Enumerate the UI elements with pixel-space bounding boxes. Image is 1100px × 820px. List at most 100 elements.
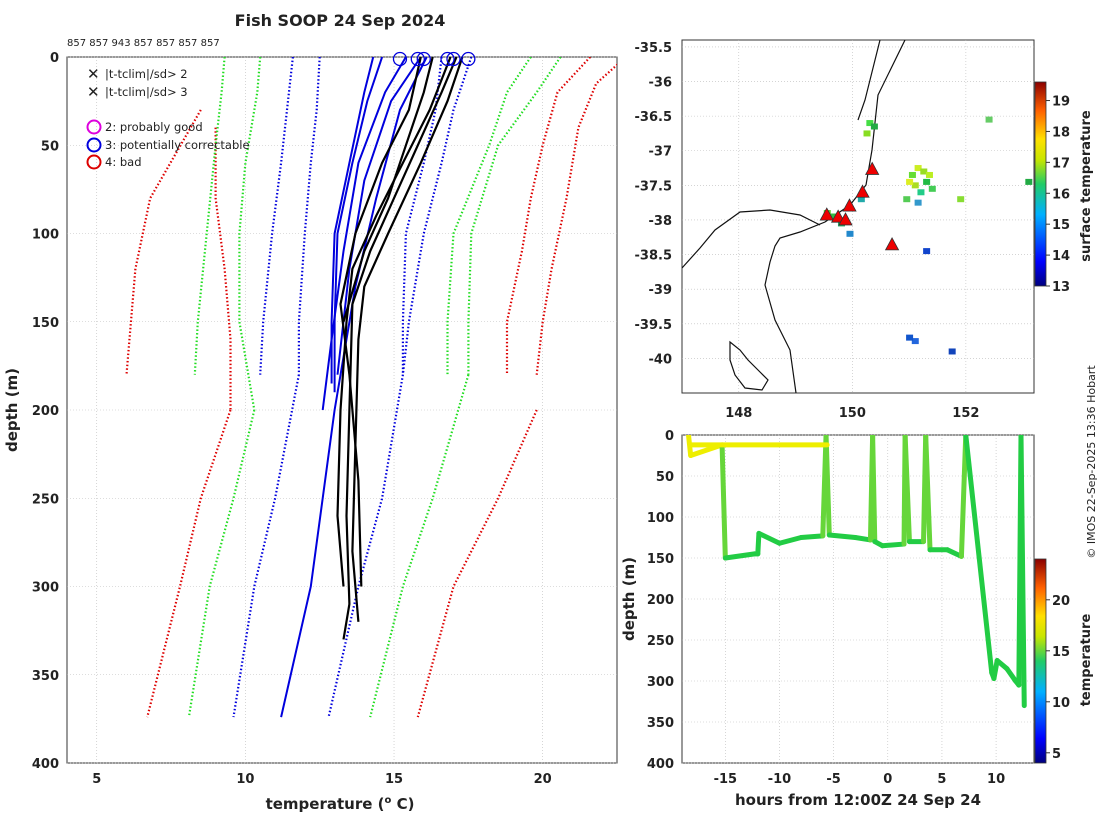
tick-label-y: 0 bbox=[50, 51, 59, 66]
map-tick-label-y: -35.5 bbox=[635, 41, 672, 56]
tow-segment bbox=[722, 551, 758, 561]
legend-circle-icon bbox=[86, 154, 102, 170]
black-profiles bbox=[336, 57, 464, 640]
legend-label-flag3: 3: potentially correctable bbox=[105, 138, 250, 152]
map-grid bbox=[682, 40, 1034, 393]
drop-marker bbox=[884, 237, 900, 251]
climatology-line bbox=[401, 57, 473, 375]
section-colorbar bbox=[1034, 558, 1047, 764]
map-tick-label-y: -37.5 bbox=[635, 179, 672, 194]
climatology-line bbox=[187, 409, 256, 718]
tow-segment bbox=[719, 442, 728, 561]
drop-markers bbox=[819, 161, 900, 251]
blue-profile-line bbox=[333, 57, 384, 393]
section-tick-label-x: 0 bbox=[883, 772, 892, 787]
map-ticks: 148 150 152 -35.5 -36 -36.5 -37 -37.5 -38 -38.5 -3… bbox=[635, 41, 980, 421]
drop-id-labels: 857 857 943 857 857 857 857 bbox=[67, 38, 220, 49]
section-ylabel: depth (m) bbox=[620, 557, 638, 641]
section-tick-label-x: -5 bbox=[826, 772, 840, 787]
map-colorbar-label: surface temperature bbox=[1079, 110, 1094, 262]
section-tick-label-x: -10 bbox=[768, 772, 792, 787]
flag-circle bbox=[446, 51, 461, 67]
sst-pixel bbox=[1025, 178, 1033, 185]
sst-pixel bbox=[906, 178, 914, 185]
climatology-line bbox=[297, 57, 321, 375]
sst-pixel bbox=[870, 123, 878, 130]
drop-marker bbox=[855, 184, 870, 198]
tow-path bbox=[685, 435, 1027, 709]
drop-marker bbox=[830, 209, 846, 223]
profile-legend: ✕ |t-tclim|/sd> 2 ✕ |t-tclim|/sd> 3 2: p… bbox=[86, 65, 250, 170]
section-tick-label-y: 200 bbox=[647, 593, 674, 608]
tick-label-x: 10 bbox=[236, 772, 254, 787]
black-profile-line bbox=[342, 57, 434, 323]
drop-marker bbox=[842, 198, 857, 212]
climatology-line bbox=[416, 409, 538, 718]
section-tick-label-x: -15 bbox=[714, 772, 738, 787]
legend-label-sd3: |t-tclim|/sd> 3 bbox=[105, 85, 188, 99]
watermark: © IMOS 22-Sep-2025 13:36 Hobart bbox=[1085, 365, 1098, 559]
blue-profile-line bbox=[321, 57, 407, 411]
sst-pixel bbox=[914, 199, 922, 206]
sst-pixel bbox=[925, 171, 933, 178]
tow-segment bbox=[902, 435, 912, 545]
legend-item-flag4: 4: bad bbox=[86, 154, 142, 170]
legend-item-flag3: 3: potentially correctable bbox=[86, 137, 250, 153]
legend-label-flag2: 2: probably good bbox=[105, 120, 203, 134]
climatology-line bbox=[401, 57, 443, 375]
island-coast bbox=[729, 340, 769, 391]
section-colorbar-tick-label: 20 bbox=[1052, 594, 1070, 609]
profile-title: Fish SOOP 24 Sep 2024 bbox=[235, 11, 446, 30]
sst-pixel bbox=[923, 248, 931, 255]
map-tick-label-y: -36 bbox=[649, 76, 673, 91]
blue-profile-line bbox=[280, 57, 428, 718]
climatology-line bbox=[467, 57, 562, 375]
section-grid bbox=[682, 434, 1034, 764]
sst-pixel bbox=[928, 185, 936, 192]
state-border bbox=[682, 209, 821, 269]
legend-cross-icon: ✕ bbox=[87, 83, 100, 101]
section-tick-label-y: 250 bbox=[647, 634, 674, 649]
map-panel: 148 150 152 -35.5 -36 -36.5 -37 -37.5 -38 -38.5 -3… bbox=[635, 39, 1094, 421]
tick-label-y: 50 bbox=[41, 139, 59, 154]
profile-axes-frame bbox=[66, 56, 618, 764]
sst-pixel bbox=[857, 196, 865, 203]
black-profile-line bbox=[339, 57, 422, 587]
tow-segment bbox=[870, 435, 878, 545]
flag-circle bbox=[410, 51, 425, 67]
black-profile-line bbox=[351, 57, 464, 622]
drop-marker bbox=[819, 207, 834, 221]
black-profile-line bbox=[342, 57, 458, 640]
tow-segment bbox=[879, 541, 907, 549]
sst-pixel bbox=[957, 196, 965, 203]
section-colorbar-ticks: 5 10 15 20 bbox=[1046, 594, 1070, 762]
map-tick-label-x: 150 bbox=[839, 406, 866, 421]
map-tick-label-x: 152 bbox=[952, 406, 979, 421]
sst-pixel bbox=[917, 189, 925, 196]
flag-circle bbox=[416, 51, 431, 67]
sst-pixel bbox=[829, 213, 837, 220]
section-colorbar-tick-label: 10 bbox=[1052, 696, 1070, 711]
legend-circle-icon bbox=[86, 119, 102, 135]
legend-label-sd2: |t-tclim|/sd> 2 bbox=[105, 67, 188, 81]
tick-label-x: 5 bbox=[92, 772, 101, 787]
sst-pixel bbox=[914, 165, 922, 172]
sst-pixel bbox=[903, 196, 911, 203]
blue-profile-line bbox=[336, 57, 422, 375]
tick-label-y: 400 bbox=[32, 757, 59, 772]
tow-segment bbox=[823, 435, 832, 538]
sst-pixel bbox=[863, 130, 871, 137]
map-tick-label-y: -36.5 bbox=[635, 110, 672, 125]
section-tick-label-y: 100 bbox=[647, 511, 674, 526]
legend-circle-icon bbox=[86, 137, 102, 153]
map-colorbar-tick-label: 15 bbox=[1052, 218, 1070, 233]
drop-marker bbox=[838, 212, 853, 226]
section-colorbar-tick-label: 15 bbox=[1052, 645, 1070, 660]
tow-segment bbox=[798, 533, 826, 540]
map-colorbar-ticks: 13 14 15 16 17 18 19 bbox=[1046, 95, 1070, 295]
map-tick-label-y: -38.5 bbox=[635, 249, 672, 264]
climatology-line bbox=[232, 374, 300, 718]
